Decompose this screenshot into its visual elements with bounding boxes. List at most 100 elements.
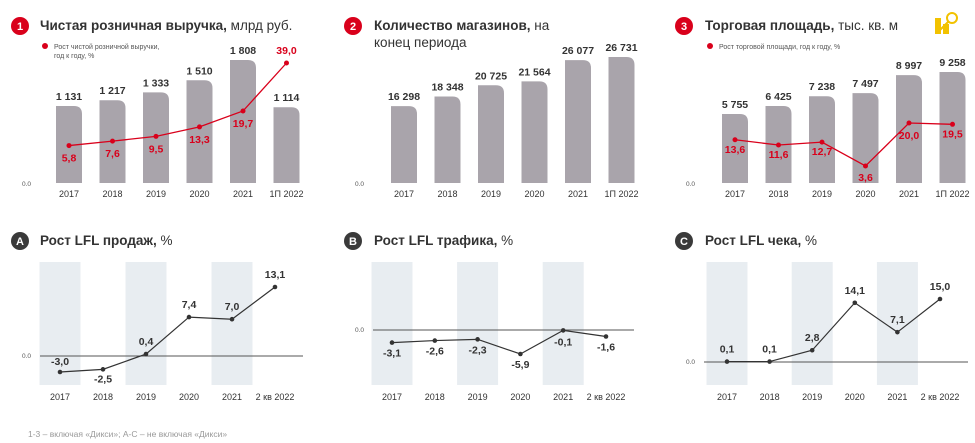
zero-label: 0.0 bbox=[355, 327, 364, 334]
x-tick-label: 1П 2022 bbox=[605, 189, 639, 199]
lfl-line bbox=[391, 329, 607, 355]
lfl-value-label: -5,9 bbox=[511, 359, 529, 371]
bar-value-label: 21 564 bbox=[518, 66, 550, 78]
x-tick-label: 2020 bbox=[524, 189, 544, 199]
bar-value-label: 8 997 bbox=[896, 60, 922, 72]
lfl-point bbox=[560, 328, 566, 333]
x-tick-label: 1П 2022 bbox=[936, 189, 970, 199]
lfl-value-label: 7,0 bbox=[225, 301, 240, 313]
x-tick-label: 2018 bbox=[437, 189, 457, 199]
lfl-value-label: 15,0 bbox=[930, 281, 951, 293]
year-band bbox=[876, 262, 918, 385]
x-tick-label: 2018 bbox=[760, 392, 780, 402]
area-icon-bar bbox=[943, 24, 949, 34]
lfl-value-label: -3,0 bbox=[51, 356, 69, 368]
chart-title-unit: % bbox=[157, 233, 173, 248]
growth-line bbox=[734, 122, 953, 167]
x-tick-label: 2020 bbox=[855, 189, 875, 199]
chart-title-line2: конец периода bbox=[374, 35, 467, 50]
lfl-value-label: -2,3 bbox=[469, 344, 487, 356]
lfl-line bbox=[59, 286, 276, 373]
x-tick-label: 2021 bbox=[222, 392, 242, 402]
growth-point bbox=[240, 108, 246, 114]
badge-circle bbox=[675, 232, 693, 250]
x-tick-label: 2019 bbox=[146, 189, 166, 199]
bar-value-label: 1 114 bbox=[274, 92, 300, 104]
lfl-value-label: 0,4 bbox=[139, 336, 154, 348]
year-band bbox=[542, 262, 584, 385]
lfl-value-label: -3,1 bbox=[383, 348, 401, 360]
growth-label: 7,6 bbox=[105, 148, 120, 160]
growth-point bbox=[110, 138, 115, 144]
x-tick-label: 2020 bbox=[179, 392, 199, 402]
chart-title-main: Рост LFL продаж, bbox=[40, 233, 157, 248]
lfl-value-label: 2,8 bbox=[805, 332, 820, 344]
x-tick-label: 2021 bbox=[233, 189, 253, 199]
lfl-value-label: 0,1 bbox=[720, 344, 735, 356]
legend-label: Рост чистой розничной выручки, bbox=[54, 43, 159, 51]
chart-title: Торговая площадь, тыс. кв. м bbox=[705, 18, 898, 33]
x-tick-label: 2 кв 2022 bbox=[587, 392, 626, 402]
growth-point bbox=[863, 163, 868, 169]
x-tick-label: 2019 bbox=[802, 392, 822, 402]
badge-label: 3 bbox=[681, 21, 687, 33]
growth-label: 11,6 bbox=[769, 149, 789, 161]
bar bbox=[273, 107, 300, 183]
year-band bbox=[457, 262, 499, 385]
growth-label: 19,7 bbox=[233, 118, 254, 130]
year-band bbox=[211, 262, 253, 385]
bar-value-label: 1 808 bbox=[230, 45, 256, 57]
legend-marker bbox=[707, 43, 713, 49]
lfl-value-label: 7,4 bbox=[182, 299, 197, 311]
badge-circle bbox=[344, 232, 362, 250]
x-tick-label: 2017 bbox=[382, 392, 402, 402]
area-icon bbox=[935, 12, 958, 34]
lfl-value-label: -2,6 bbox=[426, 346, 444, 358]
x-tick-label: 2018 bbox=[425, 392, 445, 402]
footnote: 1-3 – включая «Дикси»; А-С – не включая … bbox=[28, 429, 227, 439]
growth-point bbox=[197, 124, 202, 130]
x-tick-label: 2020 bbox=[845, 392, 865, 402]
growth-label: 20,0 bbox=[899, 130, 920, 142]
year-band bbox=[371, 262, 413, 385]
bar bbox=[722, 113, 748, 183]
lfl-point bbox=[724, 359, 730, 364]
lfl-point bbox=[143, 351, 149, 357]
x-tick-label: 2017 bbox=[50, 392, 70, 402]
badge-circle bbox=[11, 17, 29, 35]
lfl-point bbox=[767, 359, 772, 364]
badge-circle bbox=[675, 17, 693, 35]
x-tick-label: 2018 bbox=[102, 189, 122, 199]
x-tick-label: 2021 bbox=[899, 189, 919, 199]
badge-label: C bbox=[680, 236, 688, 248]
bar-value-label: 1 333 bbox=[143, 77, 169, 89]
bar-value-label: 7 497 bbox=[852, 78, 878, 90]
chart-title-main: Рост LFL трафика, bbox=[374, 233, 497, 248]
badge-circle bbox=[344, 17, 362, 35]
lfl-point bbox=[809, 347, 815, 353]
chart-title-main: Количество магазинов, bbox=[374, 18, 531, 33]
bar bbox=[809, 96, 835, 183]
bar bbox=[434, 96, 461, 183]
lfl-line bbox=[727, 298, 941, 363]
x-tick-label: 2019 bbox=[812, 189, 832, 199]
badge-circle bbox=[11, 232, 29, 250]
chart-title-main: Торговая площадь, bbox=[705, 18, 834, 33]
growth-label: 3,6 bbox=[858, 172, 873, 184]
bar bbox=[186, 80, 213, 183]
x-tick-label: 2017 bbox=[717, 392, 737, 402]
legend-label: Рост торговой площади, год к году, % bbox=[719, 43, 840, 51]
growth-point bbox=[284, 60, 289, 66]
bar-value-label: 26 077 bbox=[562, 45, 594, 57]
growth-point bbox=[906, 120, 912, 126]
zero-label: 0.0 bbox=[355, 181, 364, 188]
x-tick-label: 2021 bbox=[568, 189, 588, 199]
area-icon-bar bbox=[935, 18, 941, 34]
lfl-point bbox=[852, 300, 858, 306]
year-band bbox=[706, 262, 748, 385]
bar bbox=[608, 57, 635, 183]
year-band bbox=[791, 262, 833, 385]
bar bbox=[478, 85, 504, 183]
lfl-value-label: 0,1 bbox=[762, 344, 777, 356]
x-tick-label: 2021 bbox=[887, 392, 907, 402]
